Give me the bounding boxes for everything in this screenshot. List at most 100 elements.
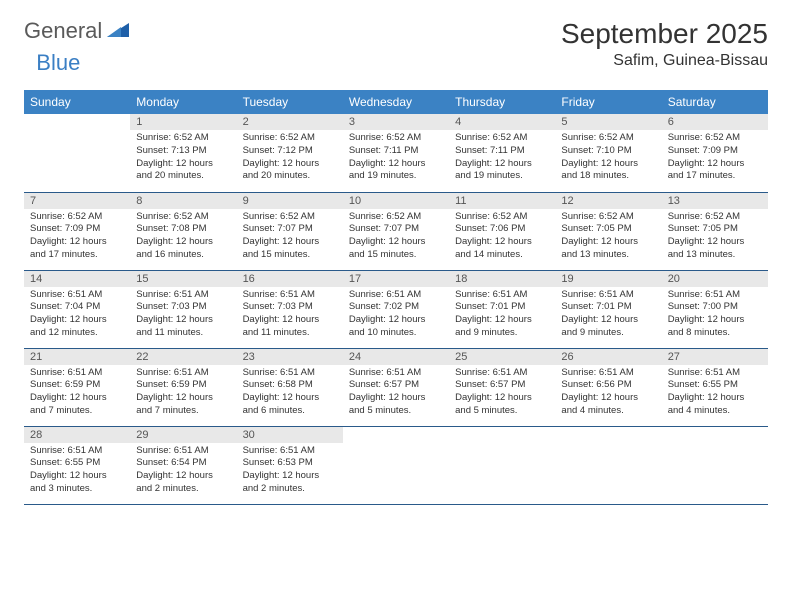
day-cell	[24, 114, 130, 192]
sunset-text: Sunset: 7:11 PM	[349, 145, 443, 158]
day-cell: 1Sunrise: 6:52 AMSunset: 7:13 PMDaylight…	[130, 114, 236, 192]
day-number: 16	[237, 271, 343, 287]
brand-logo: General	[24, 18, 131, 44]
daylight-text: Daylight: 12 hours and 7 minutes.	[136, 392, 230, 418]
sunrise-text: Sunrise: 6:52 AM	[668, 211, 762, 224]
daylight-text: Daylight: 12 hours and 2 minutes.	[136, 470, 230, 496]
daylight-text: Daylight: 12 hours and 3 minutes.	[30, 470, 124, 496]
day-number: 21	[24, 349, 130, 365]
title-block: September 2025 Safim, Guinea-Bissau	[561, 18, 768, 70]
sunset-text: Sunset: 6:54 PM	[136, 457, 230, 470]
sunrise-text: Sunrise: 6:52 AM	[243, 132, 337, 145]
day-info: Sunrise: 6:52 AMSunset: 7:05 PMDaylight:…	[555, 209, 661, 266]
sunrise-text: Sunrise: 6:51 AM	[455, 289, 549, 302]
daylight-text: Daylight: 12 hours and 4 minutes.	[668, 392, 762, 418]
daylight-text: Daylight: 12 hours and 17 minutes.	[668, 158, 762, 184]
sunset-text: Sunset: 7:11 PM	[455, 145, 549, 158]
dayhead-fri: Friday	[555, 90, 661, 114]
sunrise-text: Sunrise: 6:51 AM	[561, 367, 655, 380]
sunset-text: Sunset: 6:59 PM	[136, 379, 230, 392]
day-number	[24, 114, 130, 130]
daylight-text: Daylight: 12 hours and 11 minutes.	[243, 314, 337, 340]
day-info: Sunrise: 6:52 AMSunset: 7:06 PMDaylight:…	[449, 209, 555, 266]
day-cell: 30Sunrise: 6:51 AMSunset: 6:53 PMDayligh…	[237, 426, 343, 504]
sunrise-text: Sunrise: 6:51 AM	[243, 367, 337, 380]
day-info: Sunrise: 6:52 AMSunset: 7:08 PMDaylight:…	[130, 209, 236, 266]
sunrise-text: Sunrise: 6:52 AM	[561, 132, 655, 145]
day-cell: 3Sunrise: 6:52 AMSunset: 7:11 PMDaylight…	[343, 114, 449, 192]
day-info: Sunrise: 6:51 AMSunset: 6:54 PMDaylight:…	[130, 443, 236, 500]
day-info: Sunrise: 6:52 AMSunset: 7:05 PMDaylight:…	[662, 209, 768, 266]
daylight-text: Daylight: 12 hours and 15 minutes.	[349, 236, 443, 262]
daylight-text: Daylight: 12 hours and 6 minutes.	[243, 392, 337, 418]
daylight-text: Daylight: 12 hours and 10 minutes.	[349, 314, 443, 340]
sunset-text: Sunset: 7:02 PM	[349, 301, 443, 314]
day-cell	[449, 426, 555, 504]
sunrise-text: Sunrise: 6:52 AM	[349, 132, 443, 145]
sunrise-text: Sunrise: 6:51 AM	[30, 445, 124, 458]
day-number: 6	[662, 114, 768, 130]
sunset-text: Sunset: 6:55 PM	[668, 379, 762, 392]
day-info: Sunrise: 6:52 AMSunset: 7:07 PMDaylight:…	[237, 209, 343, 266]
sunrise-text: Sunrise: 6:52 AM	[349, 211, 443, 224]
day-number	[555, 427, 661, 443]
sunset-text: Sunset: 7:00 PM	[668, 301, 762, 314]
day-cell: 12Sunrise: 6:52 AMSunset: 7:05 PMDayligh…	[555, 192, 661, 270]
day-number: 10	[343, 193, 449, 209]
day-cell: 18Sunrise: 6:51 AMSunset: 7:01 PMDayligh…	[449, 270, 555, 348]
day-number: 1	[130, 114, 236, 130]
daylight-text: Daylight: 12 hours and 5 minutes.	[349, 392, 443, 418]
day-number	[449, 427, 555, 443]
day-number: 7	[24, 193, 130, 209]
day-number: 12	[555, 193, 661, 209]
day-cell	[662, 426, 768, 504]
daylight-text: Daylight: 12 hours and 18 minutes.	[561, 158, 655, 184]
daylight-text: Daylight: 12 hours and 16 minutes.	[136, 236, 230, 262]
day-cell: 13Sunrise: 6:52 AMSunset: 7:05 PMDayligh…	[662, 192, 768, 270]
day-info: Sunrise: 6:52 AMSunset: 7:12 PMDaylight:…	[237, 130, 343, 187]
day-cell: 26Sunrise: 6:51 AMSunset: 6:56 PMDayligh…	[555, 348, 661, 426]
sunrise-text: Sunrise: 6:51 AM	[136, 289, 230, 302]
sunset-text: Sunset: 6:56 PM	[561, 379, 655, 392]
sunset-text: Sunset: 7:09 PM	[30, 223, 124, 236]
day-number: 27	[662, 349, 768, 365]
sunset-text: Sunset: 7:09 PM	[668, 145, 762, 158]
daylight-text: Daylight: 12 hours and 11 minutes.	[136, 314, 230, 340]
day-number: 4	[449, 114, 555, 130]
day-number: 30	[237, 427, 343, 443]
daylight-text: Daylight: 12 hours and 8 minutes.	[668, 314, 762, 340]
day-info: Sunrise: 6:52 AMSunset: 7:07 PMDaylight:…	[343, 209, 449, 266]
sunset-text: Sunset: 7:07 PM	[243, 223, 337, 236]
day-cell: 7Sunrise: 6:52 AMSunset: 7:09 PMDaylight…	[24, 192, 130, 270]
sunrise-text: Sunrise: 6:52 AM	[668, 132, 762, 145]
day-cell	[555, 426, 661, 504]
day-number: 24	[343, 349, 449, 365]
sunset-text: Sunset: 7:12 PM	[243, 145, 337, 158]
sunset-text: Sunset: 7:07 PM	[349, 223, 443, 236]
sunset-text: Sunset: 7:08 PM	[136, 223, 230, 236]
sunset-text: Sunset: 7:05 PM	[561, 223, 655, 236]
month-title: September 2025	[561, 18, 768, 50]
sunset-text: Sunset: 6:58 PM	[243, 379, 337, 392]
sunrise-text: Sunrise: 6:51 AM	[349, 367, 443, 380]
day-info: Sunrise: 6:52 AMSunset: 7:09 PMDaylight:…	[24, 209, 130, 266]
day-info: Sunrise: 6:51 AMSunset: 6:57 PMDaylight:…	[343, 365, 449, 422]
sunset-text: Sunset: 7:01 PM	[561, 301, 655, 314]
brand-part1: General	[24, 18, 102, 44]
sunset-text: Sunset: 6:53 PM	[243, 457, 337, 470]
day-number	[343, 427, 449, 443]
dayhead-sat: Saturday	[662, 90, 768, 114]
sunrise-text: Sunrise: 6:51 AM	[243, 289, 337, 302]
daylight-text: Daylight: 12 hours and 4 minutes.	[561, 392, 655, 418]
day-number: 19	[555, 271, 661, 287]
day-info: Sunrise: 6:52 AMSunset: 7:13 PMDaylight:…	[130, 130, 236, 187]
day-cell: 2Sunrise: 6:52 AMSunset: 7:12 PMDaylight…	[237, 114, 343, 192]
day-cell: 23Sunrise: 6:51 AMSunset: 6:58 PMDayligh…	[237, 348, 343, 426]
sunrise-text: Sunrise: 6:52 AM	[243, 211, 337, 224]
week-row: 14Sunrise: 6:51 AMSunset: 7:04 PMDayligh…	[24, 270, 768, 348]
day-info: Sunrise: 6:52 AMSunset: 7:11 PMDaylight:…	[449, 130, 555, 187]
dayhead-wed: Wednesday	[343, 90, 449, 114]
day-cell: 5Sunrise: 6:52 AMSunset: 7:10 PMDaylight…	[555, 114, 661, 192]
week-row: 1Sunrise: 6:52 AMSunset: 7:13 PMDaylight…	[24, 114, 768, 192]
daylight-text: Daylight: 12 hours and 14 minutes.	[455, 236, 549, 262]
